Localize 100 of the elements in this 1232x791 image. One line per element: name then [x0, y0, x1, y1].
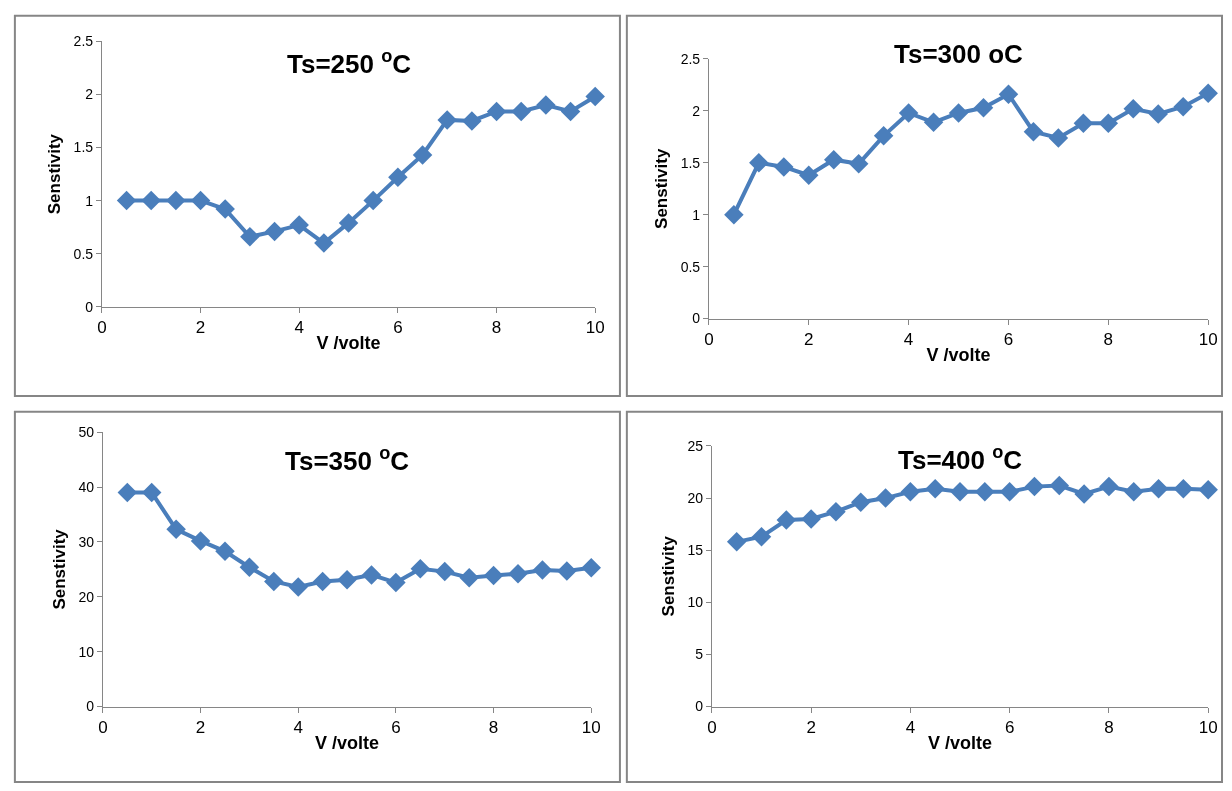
- point: [410, 559, 431, 579]
- point: [215, 541, 235, 562]
- point: [776, 510, 797, 530]
- point: [900, 482, 921, 502]
- y-tick-label: 40: [78, 479, 95, 496]
- point: [312, 571, 333, 592]
- y-tick-label: 15: [687, 542, 704, 559]
- point: [848, 154, 869, 174]
- x-tick-label: 10: [585, 318, 605, 338]
- x-tick-label: 0: [98, 717, 108, 737]
- point: [557, 561, 577, 581]
- point: [873, 126, 894, 146]
- point: [1074, 484, 1094, 504]
- y-tick-label: 0: [86, 698, 95, 715]
- point: [1173, 96, 1193, 117]
- point: [314, 233, 334, 253]
- point: [532, 560, 553, 580]
- x-tick-label: 10: [1198, 717, 1218, 737]
- y-tick-label: 1: [85, 192, 94, 209]
- y-tick-label: 30: [78, 533, 95, 550]
- point: [823, 149, 844, 170]
- point: [1023, 121, 1044, 142]
- point: [388, 167, 408, 188]
- point: [361, 565, 382, 585]
- x-tick-label: 2: [806, 717, 816, 737]
- point: [240, 226, 260, 247]
- point: [141, 190, 161, 211]
- point: [950, 482, 970, 502]
- x-tick-label: 8: [1103, 329, 1114, 349]
- y-axis-title: Senstivity: [652, 148, 672, 229]
- y-tick-label: 20: [687, 489, 704, 506]
- point: [239, 557, 260, 577]
- point: [851, 492, 871, 512]
- point: [511, 101, 531, 122]
- point: [412, 145, 433, 165]
- x-axis-title: V /volte: [928, 733, 993, 754]
- y-tick-label: 10: [687, 594, 704, 611]
- x-tick-label: 10: [1198, 329, 1218, 349]
- y-tick-label: 2.5: [680, 50, 701, 67]
- point: [289, 215, 309, 235]
- point: [1049, 475, 1070, 496]
- point: [826, 501, 846, 522]
- y-axis-title: Senstivity: [50, 528, 70, 610]
- point: [215, 199, 235, 219]
- point: [999, 482, 1020, 502]
- point: [508, 564, 528, 584]
- chart-title: Ts=400 $^{o}$C: [898, 442, 1023, 475]
- x-tick-label: 4: [905, 717, 916, 737]
- point: [998, 84, 1019, 105]
- point: [1048, 128, 1069, 148]
- point: [875, 488, 896, 508]
- x-tick-label: 6: [393, 318, 403, 338]
- x-tick-label: 6: [1004, 717, 1015, 737]
- point: [459, 567, 479, 588]
- x-axis-title: V /volte: [315, 733, 380, 754]
- point: [434, 561, 455, 582]
- point: [437, 110, 457, 130]
- point: [1173, 478, 1194, 499]
- x-tick-label: 4: [293, 717, 303, 737]
- chart-title: Ts=250 $^{o}$C: [287, 46, 412, 79]
- point: [536, 95, 556, 115]
- point: [975, 482, 995, 502]
- point: [1099, 476, 1119, 497]
- x-tick-label: 4: [294, 318, 304, 338]
- point: [1123, 99, 1144, 119]
- y-tick-label: 2: [692, 102, 701, 119]
- point: [363, 190, 383, 211]
- point: [799, 165, 819, 186]
- y-tick-label: 1.5: [680, 154, 701, 171]
- y-tick-label: 0: [85, 298, 94, 315]
- y-tick-label: 50: [78, 424, 95, 441]
- x-tick-label: 8: [488, 717, 499, 737]
- y-tick-label: 0.5: [680, 258, 701, 275]
- x-tick-label: 2: [195, 717, 206, 737]
- point: [751, 526, 772, 547]
- point: [560, 101, 581, 122]
- point: [898, 103, 919, 123]
- point: [1123, 482, 1144, 502]
- x-tick-label: 10: [581, 717, 601, 737]
- point: [264, 571, 284, 592]
- y-tick-label: 1: [692, 206, 701, 223]
- point: [462, 111, 482, 131]
- x-tick-label: 8: [491, 318, 502, 338]
- y-tick-label: 0.5: [73, 245, 94, 262]
- y-tick-label: 0: [695, 698, 704, 715]
- point: [1198, 83, 1218, 103]
- point: [749, 153, 769, 173]
- point: [1148, 104, 1168, 124]
- point: [801, 509, 821, 529]
- point: [141, 482, 162, 503]
- x-tick-label: 8: [1104, 717, 1114, 737]
- point: [166, 519, 186, 540]
- x-axis-title: V /volte: [926, 345, 991, 366]
- y-tick-label: 2: [85, 86, 94, 103]
- point: [925, 478, 945, 499]
- y-axis-title: Senstivity: [45, 133, 65, 215]
- y-tick-label: 5: [695, 646, 704, 663]
- y-tick-label: 1.5: [73, 139, 94, 156]
- y-tick-label: 25: [687, 437, 704, 454]
- point: [483, 565, 504, 586]
